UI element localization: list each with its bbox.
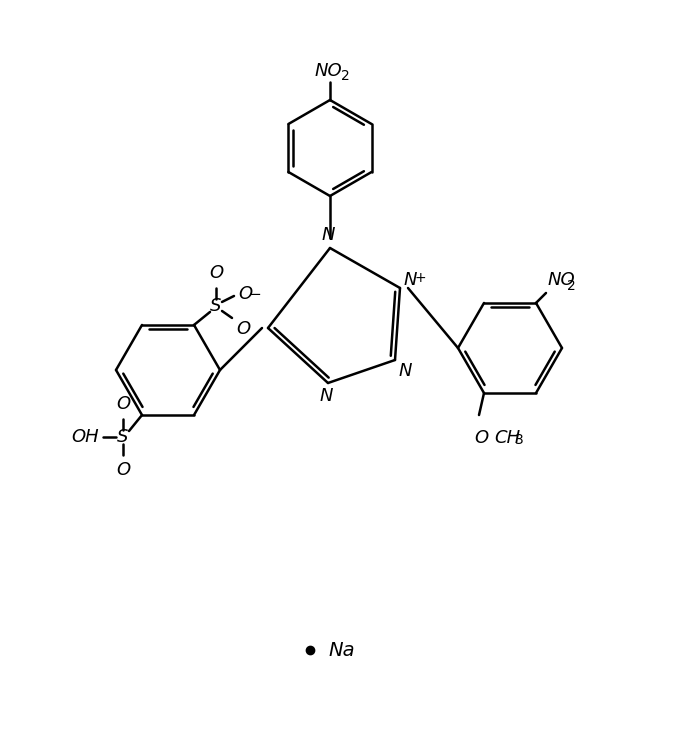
Text: S: S	[117, 428, 129, 446]
Text: S: S	[211, 297, 222, 315]
Text: N: N	[399, 362, 412, 380]
Text: O: O	[116, 395, 130, 413]
Text: Na: Na	[328, 641, 355, 660]
Text: O: O	[116, 461, 130, 479]
Text: −: −	[248, 288, 261, 303]
Text: 3: 3	[515, 433, 523, 447]
Text: N: N	[319, 387, 333, 405]
Text: O: O	[209, 264, 223, 282]
Text: N: N	[321, 226, 335, 244]
Text: N: N	[404, 271, 418, 289]
Text: OH: OH	[71, 428, 99, 446]
Text: NO: NO	[548, 271, 576, 289]
Text: 2: 2	[567, 279, 576, 293]
Text: +: +	[415, 271, 427, 285]
Text: O: O	[236, 320, 250, 338]
Text: O: O	[238, 285, 252, 303]
Text: 2: 2	[341, 69, 350, 83]
Text: O: O	[474, 429, 488, 447]
Text: NO: NO	[314, 62, 342, 80]
Text: CH: CH	[494, 429, 520, 447]
